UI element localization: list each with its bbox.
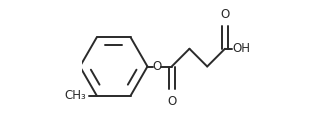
Text: O: O — [153, 60, 162, 73]
Text: O: O — [220, 8, 229, 21]
Text: OH: OH — [232, 42, 250, 55]
Text: CH₃: CH₃ — [65, 89, 86, 102]
Text: O: O — [167, 95, 176, 107]
